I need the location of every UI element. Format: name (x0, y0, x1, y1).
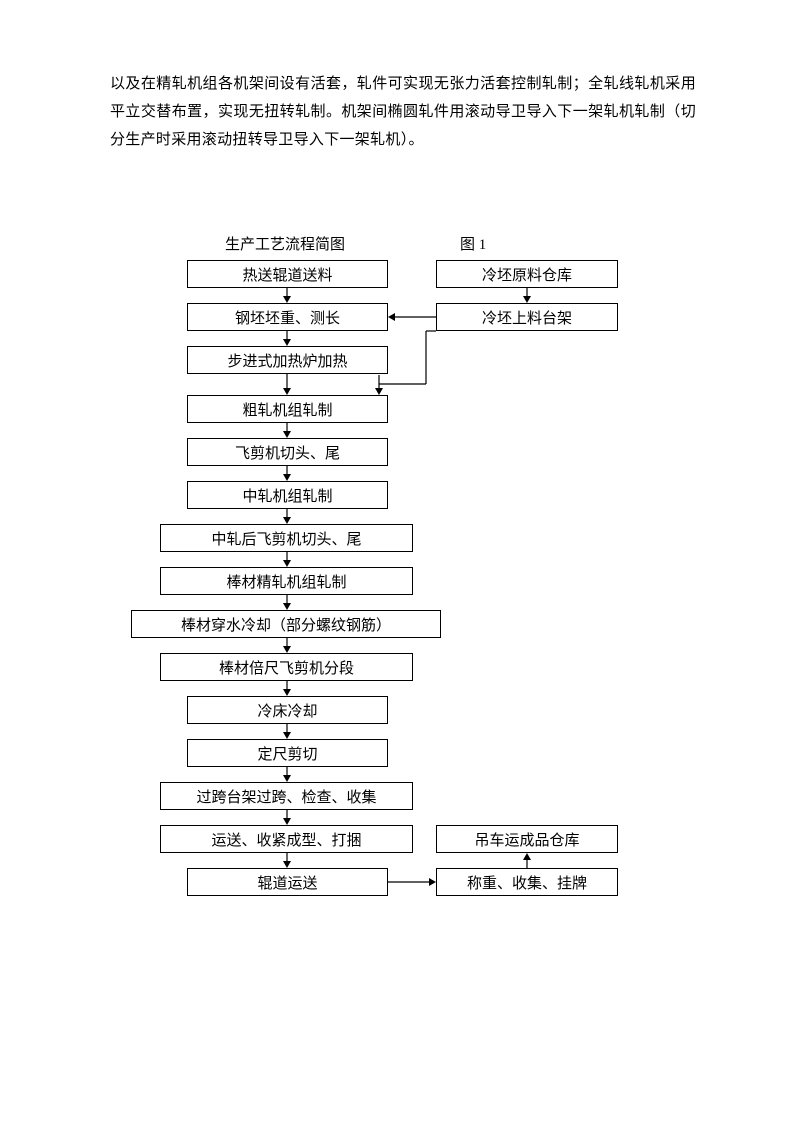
intro-paragraph: 以及在精轧机组各机架间设有活套，轧件可实现无张力活套控制轧制；全轧线轧机采用平立… (110, 70, 696, 154)
flow-box-b13: 过跨台架过跨、检查、收集 (160, 782, 413, 810)
flow-box-b9: 棒材穿水冷却（部分螺纹钢筋） (131, 610, 441, 638)
flow-box-r2: 冷坯上料台架 (436, 303, 618, 331)
flow-box-b2: 钢坯坯重、测长 (187, 303, 388, 331)
flow-box-b1: 热送辊道送料 (187, 260, 388, 288)
flow-box-b10: 棒材倍尺飞剪机分段 (160, 653, 413, 681)
flow-box-b15: 辊道运送 (187, 868, 388, 896)
flow-box-b4: 粗轧机组轧制 (187, 395, 388, 423)
figure-title: 生产工艺流程简图 (225, 233, 345, 254)
flow-box-b6: 中轧机组轧制 (187, 481, 388, 509)
flow-box-r3: 吊车运成品仓库 (436, 825, 618, 853)
flow-box-b11: 冷床冷却 (187, 696, 388, 724)
flow-box-b7: 中轧后飞剪机切头、尾 (160, 524, 413, 552)
figure-number: 图 1 (460, 233, 486, 254)
flowchart-arrows (0, 0, 800, 1132)
flow-box-b12: 定尺剪切 (187, 739, 388, 767)
flow-box-b5: 飞剪机切头、尾 (187, 438, 388, 466)
flow-box-b8: 棒材精轧机组轧制 (160, 567, 413, 595)
flow-box-r1: 冷坯原料仓库 (436, 260, 618, 288)
flow-box-r4: 称重、收集、挂牌 (436, 868, 618, 896)
flow-box-b14: 运送、收紧成型、打捆 (160, 825, 413, 853)
page: 以及在精轧机组各机架间设有活套，轧件可实现无张力活套控制轧制；全轧线轧机采用平立… (0, 0, 800, 1132)
flow-box-b3: 步进式加热炉加热 (187, 346, 388, 374)
